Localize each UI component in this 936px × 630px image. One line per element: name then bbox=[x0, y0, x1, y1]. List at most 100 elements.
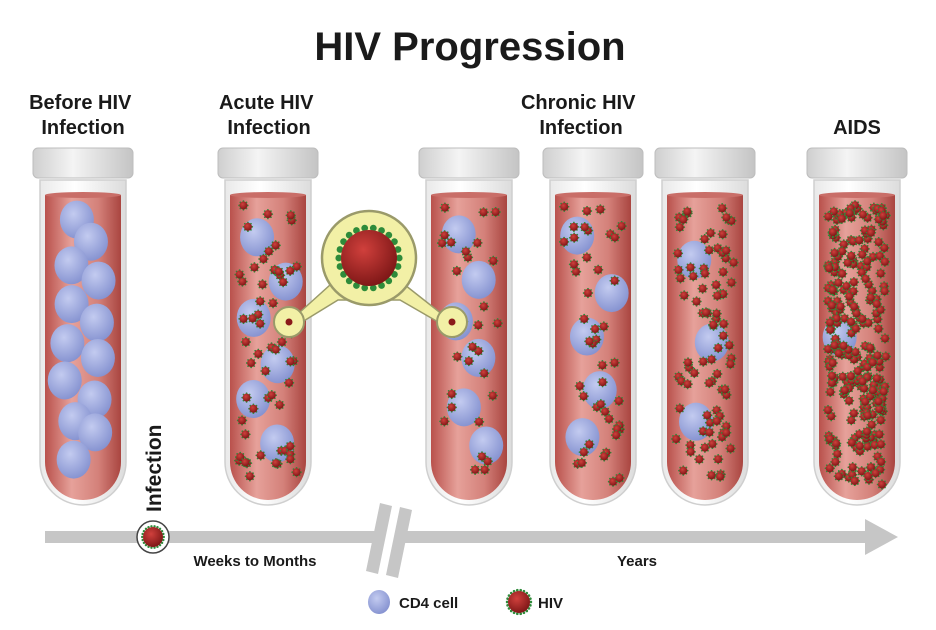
hiv-particle bbox=[598, 321, 610, 332]
hiv-particle bbox=[875, 304, 886, 315]
hiv-particle bbox=[823, 263, 835, 274]
hiv-particle bbox=[460, 246, 472, 257]
timeline-label-years: Years bbox=[617, 553, 657, 570]
cd4-cell bbox=[79, 303, 114, 342]
cd4-cell-icon bbox=[368, 590, 390, 614]
hiv-particle bbox=[700, 307, 712, 318]
hiv-particle bbox=[707, 438, 718, 450]
hiv-particle bbox=[875, 268, 886, 279]
hiv-particle bbox=[597, 359, 608, 371]
hiv-particle bbox=[439, 416, 450, 427]
hiv-particle bbox=[829, 340, 840, 351]
hiv-particle bbox=[712, 290, 723, 302]
hiv-particle bbox=[822, 343, 834, 355]
hiv-particle bbox=[559, 201, 570, 212]
cd4-cell bbox=[446, 388, 481, 427]
hiv-particle bbox=[718, 318, 729, 330]
cd4-cell bbox=[80, 338, 115, 377]
magnifier-callout bbox=[273, 209, 468, 338]
page-title: HIV Progression bbox=[314, 25, 625, 69]
hiv-particle bbox=[830, 456, 841, 468]
hiv-particle bbox=[689, 367, 700, 379]
hiv-particle bbox=[870, 467, 881, 479]
hiv-particle bbox=[578, 446, 590, 458]
hiv-particle bbox=[672, 248, 684, 259]
hiv-particle bbox=[850, 323, 862, 334]
hiv-particle bbox=[827, 357, 838, 369]
cells bbox=[558, 201, 629, 487]
hiv-particle bbox=[863, 317, 874, 329]
cd4-cell bbox=[54, 246, 89, 285]
cd4-cell bbox=[461, 260, 496, 299]
hiv-particle bbox=[857, 209, 869, 220]
hiv-particle bbox=[245, 357, 257, 369]
hiv-particle bbox=[452, 351, 463, 362]
hiv-particle bbox=[274, 399, 285, 411]
hiv-particle bbox=[848, 408, 860, 419]
hiv-virus-magnified bbox=[335, 224, 403, 292]
hiv-particle bbox=[678, 290, 690, 301]
hiv-particle bbox=[685, 262, 696, 273]
hiv-particle bbox=[249, 262, 260, 273]
cd4-cell bbox=[50, 324, 85, 363]
hiv-particle bbox=[257, 279, 268, 290]
hiv-particle bbox=[728, 257, 739, 268]
hiv-particle bbox=[879, 256, 891, 268]
hiv-particle bbox=[244, 471, 256, 482]
timeline-break-mark bbox=[386, 507, 412, 578]
hiv-particle bbox=[860, 273, 871, 285]
cd4-cell bbox=[78, 413, 113, 452]
cd4-cell bbox=[47, 361, 82, 400]
hiv-particle bbox=[240, 457, 251, 468]
hiv-particle bbox=[439, 202, 451, 213]
hiv-particle bbox=[582, 287, 594, 299]
hiv-particle bbox=[675, 273, 686, 284]
hiv-particle bbox=[255, 450, 266, 461]
hiv-particle bbox=[837, 371, 849, 383]
hiv-particle bbox=[258, 253, 269, 265]
hiv-particle bbox=[592, 264, 604, 276]
stage-label-line: Infection bbox=[227, 117, 310, 139]
hiv-particle bbox=[710, 279, 722, 291]
hiv-particle bbox=[597, 376, 608, 388]
hiv-particle bbox=[822, 404, 834, 416]
stage-label-line: AIDS bbox=[833, 117, 881, 139]
hiv-virus-legend bbox=[505, 588, 533, 616]
hiv-particle bbox=[670, 433, 682, 445]
hiv-virus-icon bbox=[505, 588, 533, 616]
hiv-particle bbox=[839, 385, 851, 396]
hiv-particle bbox=[836, 246, 848, 257]
hiv-particle bbox=[609, 275, 620, 286]
hiv-particle bbox=[576, 457, 588, 469]
hiv-particle bbox=[859, 396, 871, 407]
hiv-particle bbox=[706, 470, 717, 481]
hiv-particle bbox=[825, 386, 836, 398]
hiv-particle bbox=[568, 221, 580, 233]
hiv-virus-infection bbox=[141, 525, 165, 549]
hiv-particle bbox=[717, 229, 728, 240]
hiv-particle bbox=[698, 356, 709, 367]
hiv-particle bbox=[726, 277, 737, 288]
hiv-particle bbox=[848, 301, 860, 312]
tube-cap bbox=[654, 147, 756, 179]
hiv-particle bbox=[285, 210, 297, 221]
hiv-particle bbox=[716, 203, 728, 214]
hiv-particle bbox=[871, 298, 882, 310]
hiv-particle bbox=[270, 344, 282, 355]
hiv-particle bbox=[473, 319, 484, 331]
hiv-particle bbox=[598, 451, 610, 462]
hiv-particle bbox=[848, 276, 860, 288]
hiv-particle bbox=[691, 296, 702, 307]
hiv-particle bbox=[720, 427, 732, 438]
timeline-arrowhead bbox=[865, 519, 898, 555]
timeline: Infection Weeks to Months Years bbox=[45, 425, 898, 578]
hiv-particle bbox=[858, 383, 870, 394]
hiv-particle bbox=[463, 355, 475, 367]
infection-label: Infection bbox=[143, 425, 166, 513]
hiv-particle bbox=[711, 308, 722, 319]
hiv-particle bbox=[451, 265, 463, 277]
hiv-particle bbox=[854, 440, 865, 452]
hiv-particle bbox=[273, 266, 285, 277]
hiv-particle bbox=[678, 465, 689, 476]
hiv-particle bbox=[856, 466, 867, 477]
